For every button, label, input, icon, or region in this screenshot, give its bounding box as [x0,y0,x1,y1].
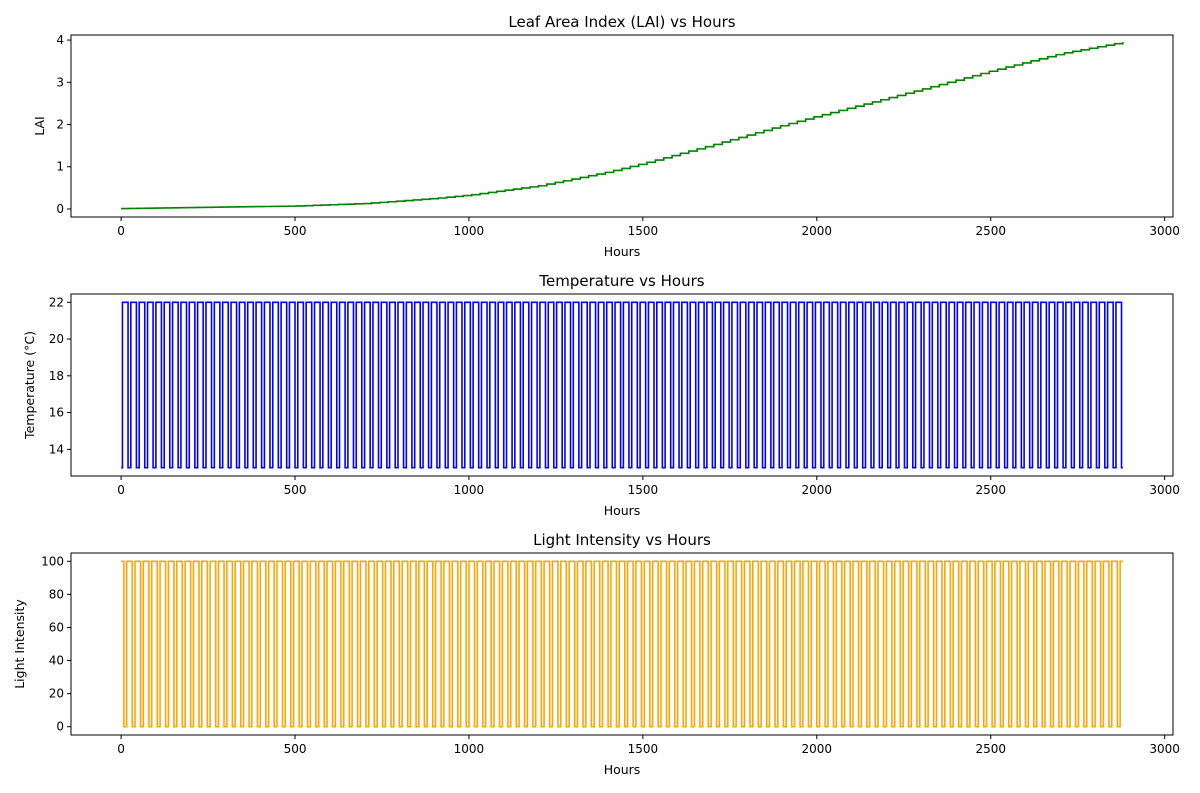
x-tick-label: 2000 [802,742,833,756]
x-tick-label: 2500 [975,483,1006,497]
data-line [121,560,1123,728]
y-tick-label: 3 [56,75,64,89]
x-tick-label: 500 [284,224,307,238]
chart-panel-1: Leaf Area Index (LAI) vs Hours 0 500 1000 15… [32,13,1180,259]
x-tick-label: 0 [117,224,125,238]
chart-panel-2: Temperature vs Hours 0 500 1000 1500 2000 2500… [22,272,1180,518]
y-tick-label: 0 [56,720,64,734]
x-tick-label: 1500 [628,483,659,497]
x-tick-label: 0 [117,483,125,497]
x-axis-label: Hours [604,762,641,777]
chart-title: Temperature vs Hours [538,272,704,290]
y-axis-label: Light Intensity [12,599,27,689]
x-tick-label: 1500 [628,742,659,756]
y-tick-label: 80 [49,587,64,601]
y-tick-label: 0 [56,202,64,216]
y-axis-label: Temperature (°C) [22,331,37,440]
x-tick-label: 2500 [975,224,1006,238]
x-axis-label: Hours [604,244,641,259]
x-tick-label: 1000 [454,224,485,238]
axes-frame [70,34,1174,218]
data-line [121,42,1124,210]
data-line [121,301,1123,469]
chart-title: Leaf Area Index (LAI) vs Hours [508,13,735,31]
x-axis-label: Hours [604,503,641,518]
chart-title: Light Intensity vs Hours [533,531,711,549]
x-tick-label: 3000 [1149,224,1180,238]
y-tick-label: 2 [56,118,64,132]
y-tick-label: 60 [49,620,64,634]
y-axis-label: LAI [32,116,47,136]
y-tick-label: 1 [56,160,64,174]
x-tick-label: 1000 [454,483,485,497]
y-tick-label: 18 [49,369,64,383]
y-tick-label: 14 [49,442,64,456]
y-tick-label: 40 [49,654,64,668]
axes-frame [70,552,1174,736]
x-tick-label: 1000 [454,742,485,756]
x-tick-label: 3000 [1149,483,1180,497]
x-tick-label: 3000 [1149,742,1180,756]
x-tick-label: 2000 [802,224,833,238]
axes-frame [70,293,1174,477]
x-tick-label: 500 [284,742,307,756]
y-tick-label: 20 [49,687,64,701]
y-tick-label: 16 [49,406,64,420]
y-tick-label: 22 [49,295,64,309]
x-tick-label: 2500 [975,742,1006,756]
x-tick-label: 0 [117,742,125,756]
y-tick-label: 20 [49,332,64,346]
x-tick-label: 500 [284,483,307,497]
x-tick-label: 2000 [802,483,833,497]
y-tick-label: 100 [41,554,64,568]
x-tick-label: 1500 [628,224,659,238]
y-tick-label: 4 [56,33,64,47]
